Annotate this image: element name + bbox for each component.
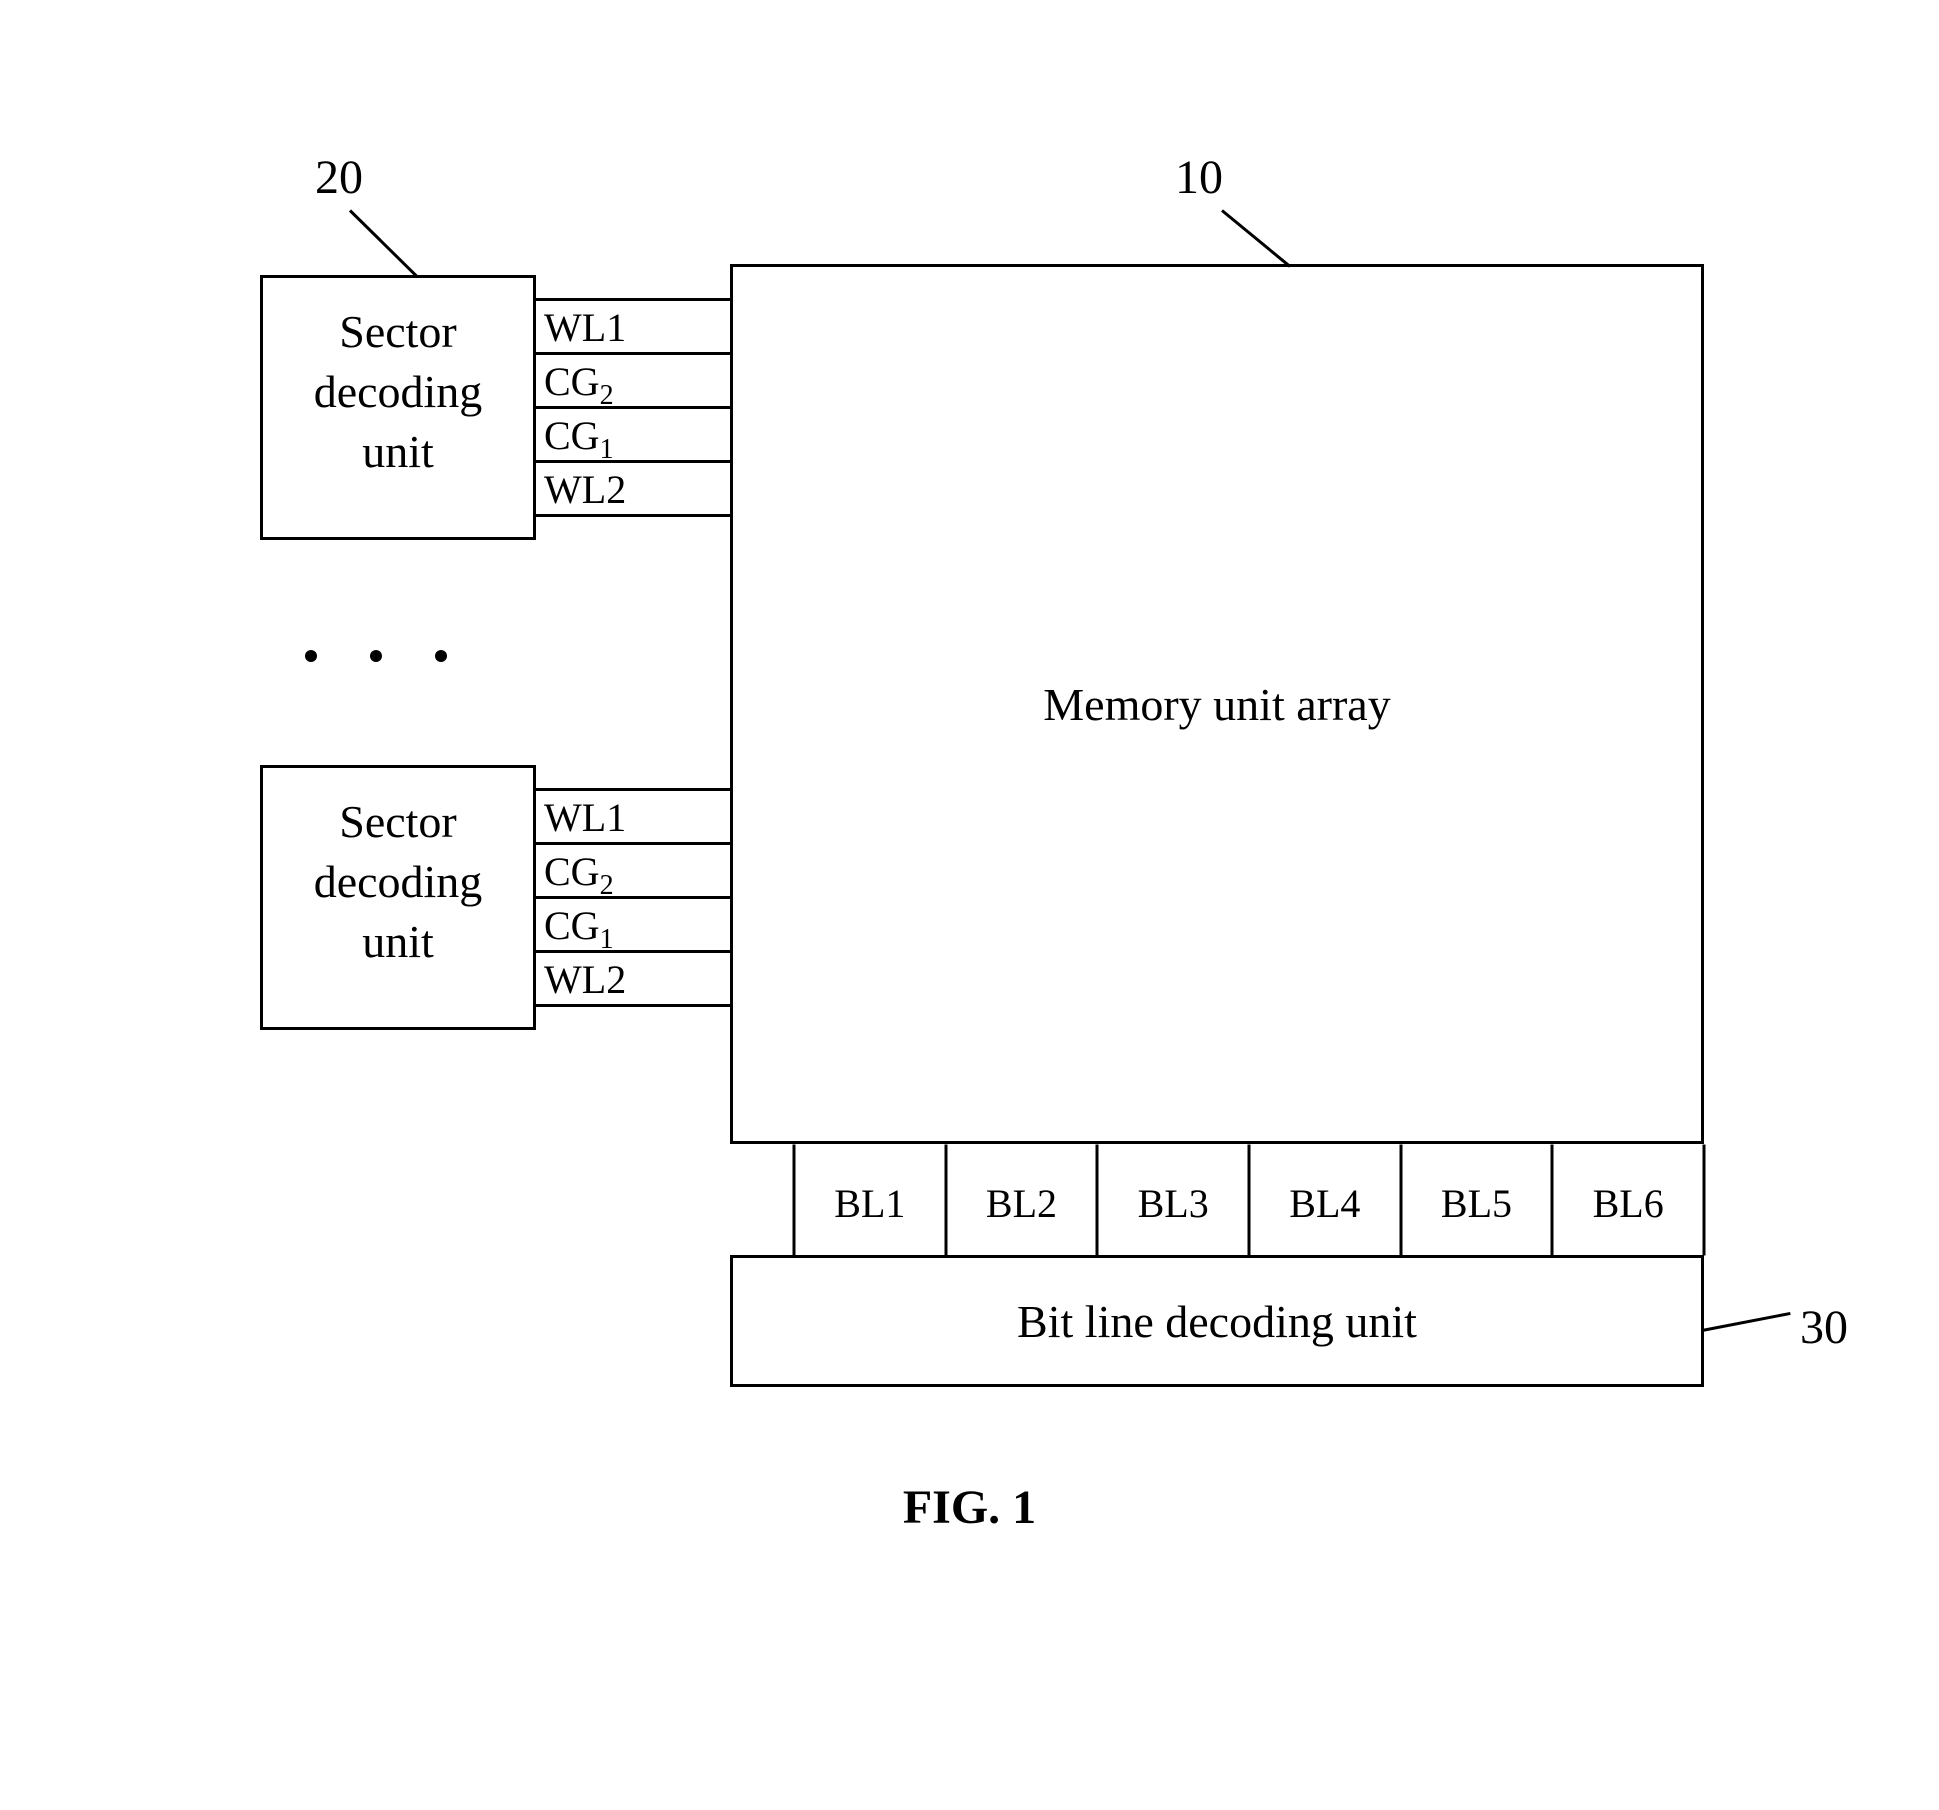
sector-bottom-signal-CG1: CG1 xyxy=(544,902,614,956)
callout-30: 30 xyxy=(1800,1300,1848,1355)
bitline-label-BL2: BL2 xyxy=(946,1180,1098,1227)
ellipsis-dot-1 xyxy=(370,650,382,662)
callout-10: 10 xyxy=(1175,150,1223,205)
sector-top-label-line0: Sector xyxy=(260,305,536,358)
sector-bottom-label-line2: unit xyxy=(260,915,536,968)
figure-caption: FIG. 1 xyxy=(0,1480,1939,1535)
sector-top-signal-CG2: CG2 xyxy=(544,358,614,412)
sector-bottom-signal-WL2: WL2 xyxy=(544,956,626,1003)
bitline-label-BL3: BL3 xyxy=(1097,1180,1249,1227)
ellipsis-dot-0 xyxy=(305,650,317,662)
sector-top-label-line2: unit xyxy=(260,425,536,478)
ellipsis-dot-2 xyxy=(435,650,447,662)
sector-top-label-line1: decoding xyxy=(260,365,536,418)
sector-top-signal-CG1: CG1 xyxy=(544,412,614,466)
bitline-label-BL6: BL6 xyxy=(1552,1180,1704,1227)
sector-bottom-signal-WL1: WL1 xyxy=(544,794,626,841)
bitline-label-BL1: BL1 xyxy=(794,1180,946,1227)
bitline-label-BL5: BL5 xyxy=(1401,1180,1553,1227)
bitline-label-BL4: BL4 xyxy=(1249,1180,1401,1227)
sector-top-signal-WL2: WL2 xyxy=(544,466,626,513)
callout-20: 20 xyxy=(315,150,363,205)
bitline-decoder-label: Bit line decoding unit xyxy=(730,1295,1704,1348)
sector-top-signal-WL1: WL1 xyxy=(544,304,626,351)
sector-bottom-label-line0: Sector xyxy=(260,795,536,848)
sector-bottom-label-line1: decoding xyxy=(260,855,536,908)
sector-bottom-signal-CG2: CG2 xyxy=(544,848,614,902)
memory-array-label: Memory unit array xyxy=(730,678,1704,731)
